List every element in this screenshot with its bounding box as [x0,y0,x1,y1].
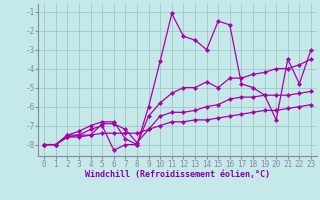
X-axis label: Windchill (Refroidissement éolien,°C): Windchill (Refroidissement éolien,°C) [85,170,270,179]
